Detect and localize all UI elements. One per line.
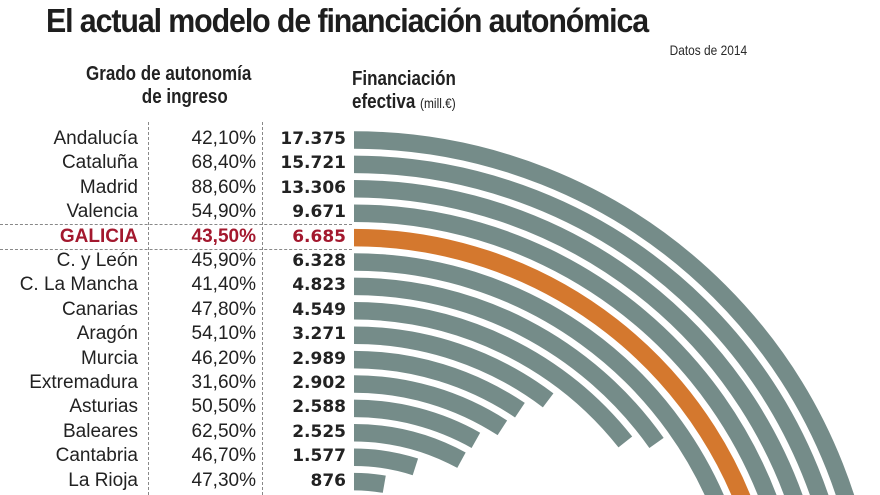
funding-value: 1.577	[292, 446, 346, 467]
region-name: Cantabria	[55, 445, 138, 467]
funding-value: 2.525	[292, 421, 346, 442]
region-name: Madrid	[79, 176, 138, 198]
arc-bar-c-y-le-n	[353, 253, 724, 495]
autonomy-value: 88,60%	[191, 176, 256, 198]
highlight-row-border	[0, 224, 352, 225]
table-row: Valencia 54,90% 9.671	[0, 200, 360, 224]
arc-bar-catalu-a	[353, 155, 829, 495]
region-name: GALICIA	[59, 225, 138, 247]
arc-bar-canarias	[353, 302, 633, 448]
autonomy-header-line2: de ingreso	[141, 86, 228, 108]
region-name: Cataluña	[61, 152, 138, 174]
funding-value: 6.328	[292, 251, 346, 271]
region-name: Asturias	[69, 396, 138, 418]
region-name: La Rioja	[68, 469, 138, 491]
funding-value: 4.549	[292, 299, 346, 320]
funding-value: 2.989	[292, 348, 346, 369]
table-row: C. La Mancha 41,40% 4.823	[0, 273, 360, 297]
table-row: La Rioja 47,30% 876	[0, 469, 360, 493]
autonomy-value: 43,50%	[191, 225, 256, 247]
table-row: Extremadura 31,60% 2.902	[0, 371, 360, 395]
arc-bar-baleares	[353, 424, 466, 468]
funding-unit: (mill.€)	[420, 95, 456, 111]
region-name: Murcia	[80, 347, 138, 369]
table-row: Canarias 47,80% 4.549	[0, 298, 360, 322]
region-name: Aragón	[76, 323, 138, 345]
table-row: Andalucía 42,10% 17.375	[0, 127, 360, 151]
autonomy-value: 47,80%	[191, 298, 256, 320]
funding-header-line1: Financiación	[352, 68, 456, 90]
funding-value: 15.721	[280, 153, 346, 174]
autonomy-header-line1: Grado de autonomía	[86, 63, 252, 85]
column-divider	[148, 122, 149, 495]
arc-bar-arag-n	[353, 326, 554, 408]
table-row: Cantabria 46,70% 1.577	[0, 444, 360, 468]
autonomy-value: 62,50%	[191, 420, 256, 442]
autonomy-value: 50,50%	[191, 396, 256, 418]
funding-value: 6.685	[292, 226, 346, 247]
autonomy-value: 68,40%	[191, 152, 256, 174]
autonomy-value: 46,20%	[191, 347, 256, 369]
table-row: C. y León 45,90% 6.328	[0, 249, 360, 273]
region-name: C. La Mancha	[19, 274, 138, 296]
funding-value: 4.823	[292, 275, 346, 296]
arc-bar-asturias	[353, 399, 481, 449]
arc-bar-extremadura	[353, 375, 508, 436]
funding-column-header: Financiación efectiva (mill.€)	[352, 68, 456, 115]
arc-bar-andaluc-a	[353, 131, 855, 495]
funding-value: 3.271	[292, 324, 346, 345]
table-row: Murcia 46,20% 2.989	[0, 347, 360, 371]
autonomy-value: 42,10%	[191, 128, 256, 149]
autonomy-value: 47,30%	[191, 469, 256, 491]
autonomy-value: 41,40%	[191, 274, 256, 296]
arc-bar-c-la-mancha	[353, 277, 664, 448]
region-name: Canarias	[61, 298, 138, 320]
region-name: C. y León	[56, 250, 138, 271]
arc-bar-valencia	[353, 204, 777, 495]
autonomy-value: 54,90%	[191, 201, 256, 223]
region-name: Extremadura	[29, 372, 138, 393]
funding-value: 876	[310, 470, 347, 491]
arc-bar-murcia	[353, 350, 525, 418]
autonomy-value: 46,70%	[191, 445, 256, 467]
arc-bar-cantabria	[353, 448, 419, 476]
table-row: GALICIA 43,50% 6.685	[0, 225, 360, 249]
arc-bar-madrid	[353, 180, 803, 495]
table-row: Madrid 88,60% 13.306	[0, 176, 360, 200]
funding-value: 13.306	[280, 177, 346, 198]
column-divider	[262, 122, 263, 495]
autonomy-column-header: Grado de autonomía de ingreso	[86, 63, 251, 109]
funding-value: 9.671	[292, 202, 346, 223]
autonomy-value: 31,60%	[191, 372, 256, 393]
table-row: Cataluña 68,40% 15.721	[0, 151, 360, 175]
arc-bar-galicia	[353, 228, 751, 495]
region-name: Andalucía	[53, 128, 138, 149]
funding-value: 2.902	[292, 373, 346, 393]
funding-header-line2: efectiva	[352, 91, 416, 113]
table-row: Baleares 62,50% 2.525	[0, 420, 360, 444]
chart-title: El actual modelo de financiación autonóm…	[46, 2, 649, 39]
table-row: Asturias 50,50% 2.588	[0, 395, 360, 419]
funding-value: 17.375	[280, 129, 346, 149]
chart-subtitle: Datos de 2014	[669, 42, 747, 58]
autonomy-value: 54,10%	[191, 323, 256, 345]
arc-bar-la-rioja	[353, 472, 386, 493]
highlight-row-border	[0, 249, 352, 250]
autonomy-value: 45,90%	[191, 250, 256, 271]
region-name: Baleares	[63, 420, 138, 442]
region-name: Valencia	[66, 201, 138, 223]
table-row: Aragón 54,10% 3.271	[0, 322, 360, 346]
funding-value: 2.588	[292, 397, 346, 418]
